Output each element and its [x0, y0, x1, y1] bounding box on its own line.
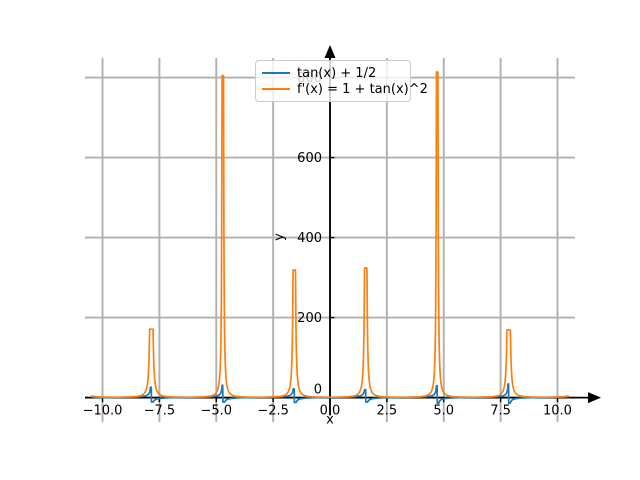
- legend-item: tan(x) + 1/2: [262, 65, 402, 81]
- x-tick-label: −10.0: [83, 403, 123, 418]
- x-tick-label: 7.5: [490, 403, 511, 418]
- x-tick-label: −5.0: [200, 403, 232, 418]
- y-axis-arrow-icon: [324, 45, 336, 58]
- legend-line-swatch-blue: [262, 71, 290, 75]
- curves: [90, 71, 570, 405]
- x-tick-label: 10.0: [543, 403, 572, 418]
- x-tick-label: 0.0: [320, 403, 341, 418]
- tick-labels: −10.0 −7.5 −5.0 −2.5 0.0 2.5 5.0 7.5 10.0 0 200 400…: [83, 71, 572, 418]
- y-tick-label: 400: [297, 231, 322, 246]
- legend-line-swatch-orange: [262, 87, 290, 91]
- legend-item: f'(x) = 1 + tan(x)^2: [262, 81, 428, 97]
- x-axis-arrow-icon: [588, 392, 601, 404]
- x-tick-label: −7.5: [144, 403, 176, 418]
- x-tick-label: 2.5: [377, 403, 398, 418]
- series-line-derivative: [90, 71, 570, 399]
- y-tick-label: 200: [297, 311, 322, 326]
- legend: tan(x) + 1/2 f'(x) = 1 + tan(x)^2: [255, 60, 428, 102]
- legend-label: tan(x) + 1/2: [297, 65, 377, 81]
- legend-label: f'(x) = 1 + tan(x)^2: [297, 81, 428, 97]
- x-tick-label: −2.5: [257, 403, 289, 418]
- y-tick-label: 0: [314, 383, 322, 398]
- x-tick-label: 5.0: [433, 403, 454, 418]
- y-tick-label: 600: [297, 151, 322, 166]
- x-axis-label: x: [326, 413, 334, 428]
- y-axis-label: y: [272, 233, 287, 241]
